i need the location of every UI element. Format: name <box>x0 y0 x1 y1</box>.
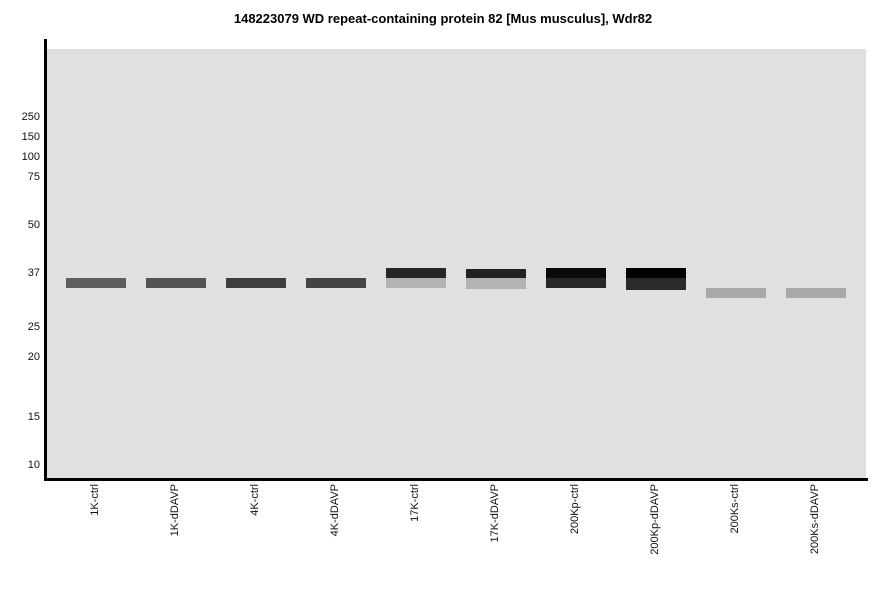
gel-band-200Kp-ctrl-1 <box>546 268 606 278</box>
figure-title: 148223079 WD repeat-containing protein 8… <box>233 11 653 26</box>
gel-band-4K-dDAVP-1 <box>306 278 366 288</box>
x-axis-label-1K-dDAVP: 1K-dDAVP <box>169 484 181 537</box>
y-tick-label-150: 150 <box>21 131 40 143</box>
gel-band-1K-ctrl-1 <box>66 278 126 288</box>
gel-band-200Kp-dDAVP-2 <box>626 278 686 290</box>
x-axis-label-200Kp-dDAVP: 200Kp-dDAVP <box>649 484 661 555</box>
gel-band-200Kp-ctrl-2 <box>546 278 606 288</box>
y-tick-label-250: 250 <box>21 111 40 123</box>
y-tick-label-20: 20 <box>27 351 40 363</box>
x-axis-label-200Kp-ctrl: 200Kp-ctrl <box>569 484 581 535</box>
gel-band-17K-ctrl-1 <box>386 268 446 278</box>
y-axis-spine <box>44 39 47 481</box>
y-tick-label-100: 100 <box>21 151 40 163</box>
gel-band-200Ks-ctrl-1 <box>706 288 766 298</box>
x-axis-label-1K-ctrl: 1K-ctrl <box>89 484 101 516</box>
y-tick-label-37: 37 <box>27 267 40 279</box>
gel-band-17K-dDAVP-2 <box>466 278 526 289</box>
x-axis-label-200Ks-dDAVP: 200Ks-dDAVP <box>809 484 821 555</box>
plot-area <box>47 49 866 479</box>
x-axis-label-17K-dDAVP: 17K-dDAVP <box>489 484 501 543</box>
x-axis-label-4K-dDAVP: 4K-dDAVP <box>329 484 341 537</box>
y-tick-label-50: 50 <box>27 219 40 231</box>
x-axis-spine <box>44 478 868 481</box>
y-tick-label-15: 15 <box>27 411 40 423</box>
y-tick-label-75: 75 <box>27 171 40 183</box>
gel-band-200Ks-dDAVP-1 <box>786 288 846 298</box>
y-tick-label-10: 10 <box>27 459 40 471</box>
x-axis-label-17K-ctrl: 17K-ctrl <box>409 484 421 522</box>
x-axis-label-200Ks-ctrl: 200Ks-ctrl <box>729 484 741 534</box>
gel-band-1K-dDAVP-1 <box>146 278 206 288</box>
gel-band-200Kp-dDAVP-1 <box>626 268 686 278</box>
gel-band-17K-ctrl-2 <box>386 278 446 288</box>
gel-band-17K-dDAVP-1 <box>466 269 526 278</box>
x-axis-label-4K-ctrl: 4K-ctrl <box>249 484 261 516</box>
gel-band-4K-ctrl-1 <box>226 278 286 288</box>
y-tick-label-25: 25 <box>27 321 40 333</box>
